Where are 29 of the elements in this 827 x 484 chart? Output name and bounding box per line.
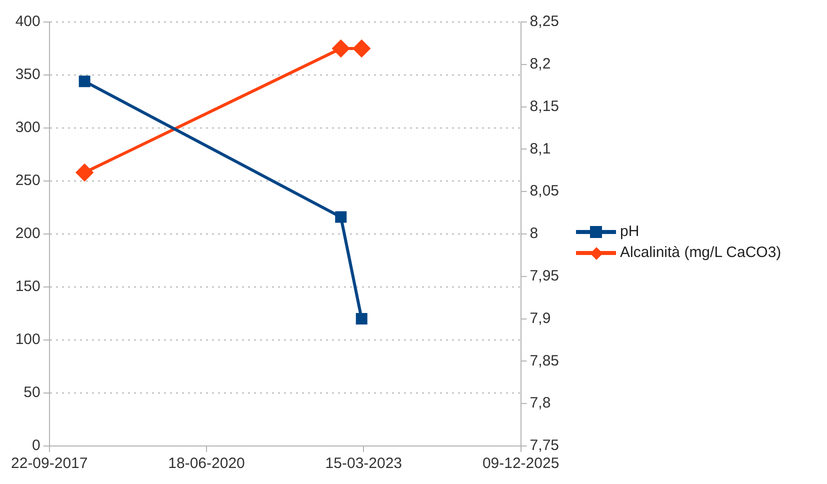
- y2-tick-label: 8: [530, 225, 538, 242]
- y2-tick-label: 8,25: [530, 13, 560, 30]
- y2-tick-label: 8,05: [530, 182, 560, 200]
- x-tick-label: 22-09-2017: [10, 455, 88, 472]
- y-tick-label: 0: [32, 437, 40, 454]
- y2-tick-label: 7,9: [530, 310, 551, 327]
- y-tick-label: 100: [15, 331, 40, 348]
- y2-tick-label: 7,8: [530, 394, 551, 412]
- y2-tick-label: 8,2: [530, 56, 551, 73]
- y2-tick-label: 7,75: [530, 437, 560, 454]
- x-tick-label: 09-12-2025: [482, 455, 560, 472]
- y2-tick-label: 8,1: [530, 140, 551, 158]
- legend-label: Alcalinità (mg/L CaCO3): [620, 244, 782, 261]
- point: [356, 313, 368, 325]
- legend-label: pH: [620, 223, 640, 240]
- x-tick-label: 15-03-2023: [325, 455, 402, 472]
- y-tick-label: 250: [15, 172, 40, 190]
- y-tick-label: 350: [15, 66, 40, 84]
- y2-tick-label: 7,95: [530, 268, 560, 285]
- y2-tick-label: 8,15: [530, 98, 560, 115]
- y-tick-label: 150: [15, 278, 40, 296]
- point: [78, 76, 90, 88]
- y-tick-label: 300: [15, 119, 40, 136]
- y-tick-label: 50: [24, 384, 40, 402]
- x-tick-label: 18-06-2020: [168, 455, 245, 472]
- y-tick-label: 200: [15, 225, 40, 242]
- y2-tick-label: 7,85: [530, 352, 560, 370]
- point: [335, 211, 347, 223]
- y-tick-label: 400: [15, 13, 40, 30]
